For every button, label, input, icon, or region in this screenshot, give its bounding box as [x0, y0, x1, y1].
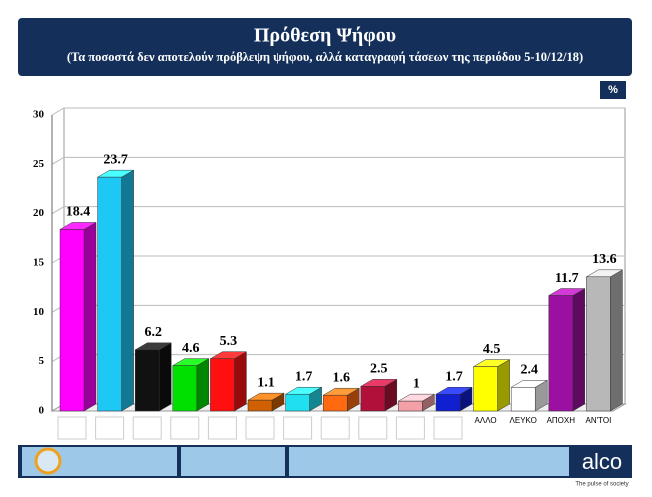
party-logo	[95, 416, 125, 440]
party-logo	[433, 416, 463, 440]
bar	[510, 387, 536, 412]
footer-panel	[289, 447, 569, 476]
grid-line	[51, 107, 625, 116]
value-label: 2.5	[370, 362, 388, 377]
x-tick-label: ΛΕΥΚΟ	[510, 416, 537, 425]
footer-panel	[181, 447, 285, 476]
value-label: 2.4	[520, 363, 538, 378]
y-tick-label: 15	[33, 257, 45, 269]
bar-side	[158, 342, 172, 412]
party-logo	[207, 416, 237, 440]
bar	[360, 386, 386, 412]
y-tick-label: 20	[33, 207, 45, 219]
y-tick-label: 5	[39, 355, 45, 367]
bar	[322, 394, 348, 412]
party-logo	[170, 416, 200, 440]
bar	[172, 365, 198, 412]
party-logo	[320, 416, 350, 440]
header-bar	[18, 18, 632, 76]
bar	[586, 276, 611, 412]
value-label: 1.1	[257, 375, 275, 390]
footer-brand: alco	[582, 449, 622, 474]
value-label: 23.7	[103, 152, 128, 167]
value-label: 1.6	[332, 370, 350, 385]
chart-title: Πρόθεση Ψήφου	[254, 25, 396, 47]
unit-label: %	[608, 84, 618, 96]
bar	[59, 229, 85, 412]
footer-logo	[34, 447, 62, 475]
bar-side	[610, 269, 623, 412]
x-tick-label: ΑΛΛΟ	[475, 416, 497, 425]
value-label: 1	[413, 376, 420, 391]
bar-side	[497, 359, 510, 412]
party-logo	[395, 416, 425, 440]
chart-subtitle: (Τα ποσοστά δεν αποτελούν πρόβλεψη ψήφου…	[67, 50, 583, 64]
party-logo	[358, 416, 388, 440]
bar	[134, 349, 160, 412]
bar	[210, 358, 235, 412]
y-tick-label: 30	[33, 109, 45, 121]
grid-line	[51, 206, 625, 215]
value-label: 5.3	[220, 334, 238, 349]
bar	[247, 399, 273, 412]
value-label: 4.6	[182, 341, 200, 356]
unit-box	[600, 81, 626, 99]
value-label: 6.2	[144, 325, 162, 340]
bar-side	[83, 222, 97, 412]
y-tick-label: 0	[39, 405, 45, 417]
y-tick-label: 10	[33, 306, 45, 318]
y-tick-label: 25	[33, 158, 45, 170]
bar	[398, 400, 423, 412]
value-label: 1.7	[295, 369, 313, 384]
x-tick-label: ΑΝ'ΤΟΙ	[585, 416, 611, 425]
party-logo	[245, 416, 275, 440]
bar	[435, 393, 461, 412]
bar	[97, 176, 122, 412]
value-label: 1.7	[445, 369, 463, 384]
value-label: 4.5	[483, 342, 501, 357]
x-tick-label: ΑΠΟΧΗ	[547, 416, 576, 425]
bar-side	[234, 351, 247, 412]
party-logo	[283, 416, 313, 440]
bar-side	[196, 358, 210, 412]
party-logo	[57, 416, 87, 440]
bar	[473, 366, 498, 412]
value-label: 13.6	[592, 252, 617, 267]
bar-side	[121, 169, 134, 412]
footer-tagline: The pulse of society	[575, 482, 628, 488]
grid-line	[51, 156, 625, 165]
bar	[548, 295, 574, 412]
party-logo	[132, 416, 162, 440]
bar	[285, 393, 310, 412]
value-label: 11.7	[555, 271, 579, 286]
bar-side	[572, 288, 586, 412]
value-label: 18.4	[66, 205, 91, 220]
